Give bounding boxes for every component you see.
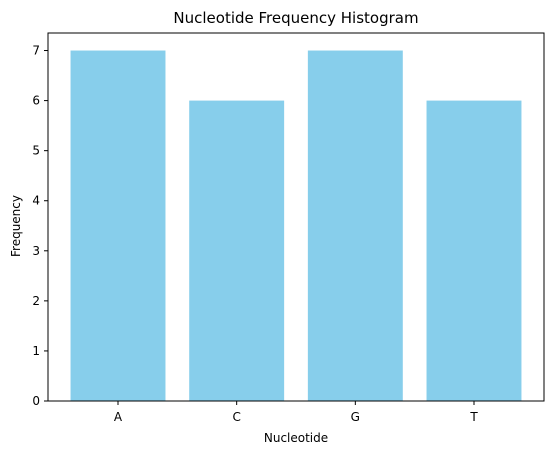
y-tick-label: 4 bbox=[32, 194, 40, 208]
bar-a bbox=[70, 50, 166, 402]
chart-title: Nucleotide Frequency Histogram bbox=[173, 9, 418, 27]
bars-layer bbox=[70, 50, 522, 402]
y-axis-label: Frequency bbox=[9, 195, 23, 257]
y-tick-label: 0 bbox=[32, 394, 40, 408]
y-tick-label: 5 bbox=[32, 144, 40, 158]
x-tick-label-t: T bbox=[469, 410, 478, 424]
y-tick-label: 1 bbox=[32, 344, 40, 358]
axes-layer bbox=[47, 32, 545, 402]
x-tick-label-a: A bbox=[114, 410, 123, 424]
x-axis-label: Nucleotide bbox=[264, 431, 328, 445]
bar-t bbox=[426, 100, 522, 402]
bar-g bbox=[307, 50, 403, 402]
ticks-layer: 0 1 2 3 4 5 6 7 A C G T bbox=[32, 44, 478, 424]
x-tick-label-c: C bbox=[232, 410, 240, 424]
y-tick-label: 6 bbox=[32, 94, 40, 108]
y-tick-label: 2 bbox=[32, 294, 40, 308]
bar-c bbox=[189, 100, 285, 402]
plot-frame bbox=[47, 32, 545, 402]
x-tick-label-g: G bbox=[351, 410, 360, 424]
y-tick-label: 7 bbox=[32, 44, 40, 58]
y-tick-label: 3 bbox=[32, 244, 40, 258]
